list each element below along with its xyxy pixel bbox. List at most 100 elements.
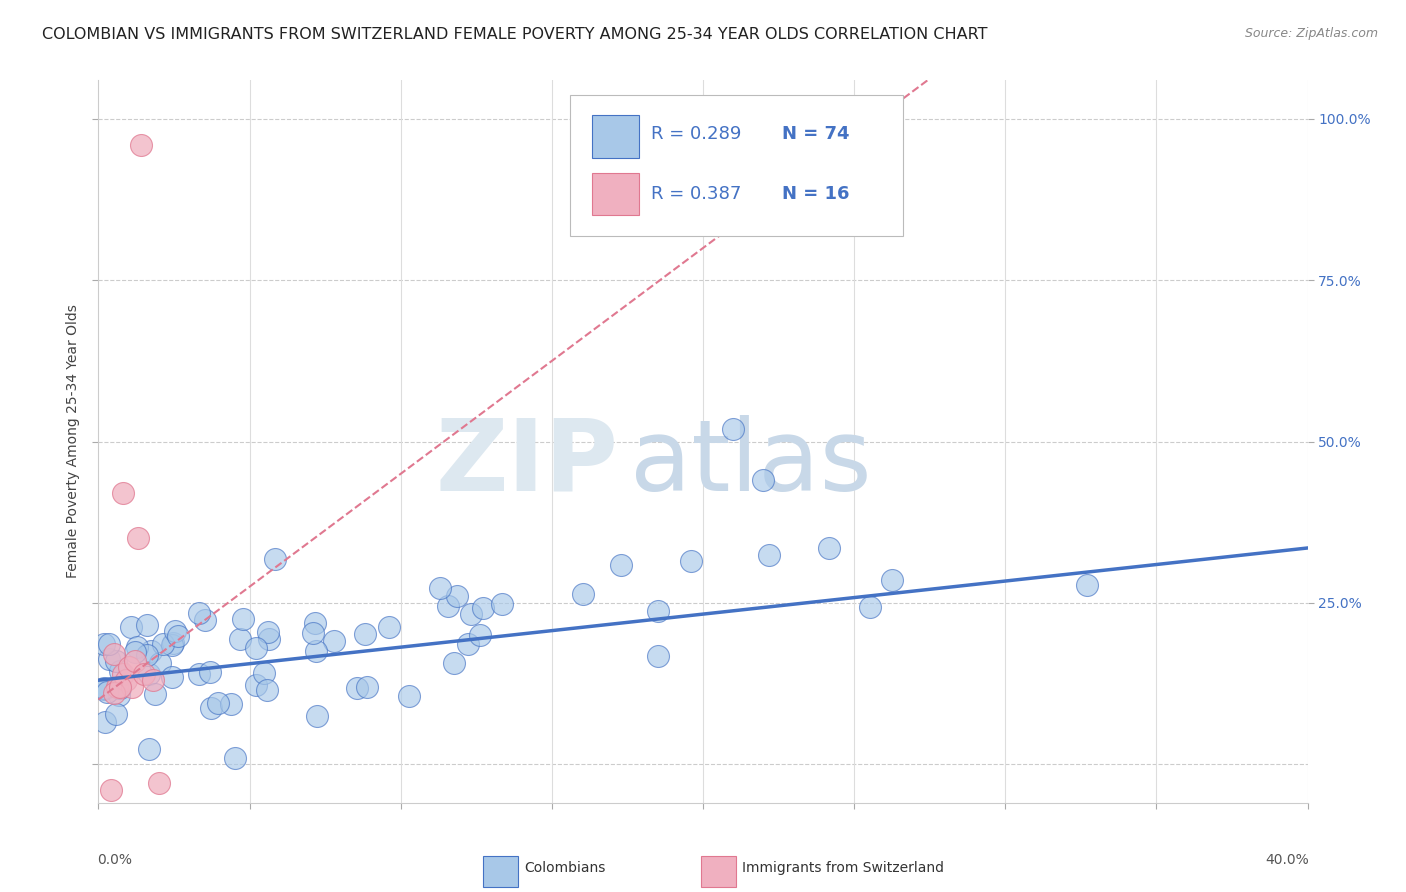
Point — [378, 619, 401, 633]
FancyBboxPatch shape — [700, 855, 735, 888]
Point — [187, 606, 209, 620]
Point — [103, 686, 125, 700]
Point — [127, 531, 149, 545]
Point — [135, 618, 157, 632]
Point — [162, 636, 184, 650]
Point — [758, 548, 780, 562]
Point — [124, 645, 146, 659]
Point — [93, 681, 115, 696]
Point — [354, 626, 377, 640]
Point — [108, 680, 131, 694]
Point — [97, 652, 120, 666]
Point — [245, 678, 267, 692]
Point — [96, 685, 118, 699]
Point — [124, 654, 146, 668]
Point — [468, 628, 491, 642]
Point — [152, 637, 174, 651]
Point — [259, 632, 281, 646]
Text: ZIP: ZIP — [436, 415, 619, 512]
Point — [141, 644, 163, 658]
Text: 0.0%: 0.0% — [97, 854, 132, 867]
Point — [446, 589, 468, 603]
Point — [114, 673, 136, 688]
Point — [752, 473, 775, 487]
Point — [108, 681, 131, 695]
Point — [398, 689, 420, 703]
Point — [647, 648, 669, 663]
Text: Immigrants from Switzerland: Immigrants from Switzerland — [742, 861, 943, 875]
Point — [457, 636, 479, 650]
Point — [307, 708, 329, 723]
Point — [443, 656, 465, 670]
Point — [429, 581, 451, 595]
Point — [104, 706, 127, 721]
FancyBboxPatch shape — [569, 95, 903, 235]
Point — [160, 638, 183, 652]
Text: N = 74: N = 74 — [782, 126, 849, 144]
Point — [127, 640, 149, 655]
Point — [232, 612, 254, 626]
Point — [207, 697, 229, 711]
Point — [149, 656, 172, 670]
Point — [108, 688, 131, 702]
Point — [120, 620, 142, 634]
Text: COLOMBIAN VS IMMIGRANTS FROM SWITZERLAND FEMALE POVERTY AMONG 25-34 YEAR OLDS CO: COLOMBIAN VS IMMIGRANTS FROM SWITZERLAND… — [42, 27, 987, 42]
Point — [263, 552, 285, 566]
Point — [165, 624, 187, 638]
Point — [142, 673, 165, 688]
Text: R = 0.289: R = 0.289 — [651, 126, 741, 144]
Point — [98, 637, 121, 651]
Point — [679, 554, 702, 568]
Point — [138, 741, 160, 756]
Text: atlas: atlas — [630, 415, 872, 512]
Text: Source: ZipAtlas.com: Source: ZipAtlas.com — [1244, 27, 1378, 40]
Point — [111, 486, 134, 500]
Point — [200, 701, 222, 715]
Point — [93, 681, 115, 695]
Point — [253, 665, 276, 680]
Point — [224, 751, 246, 765]
Point — [138, 666, 160, 681]
Point — [104, 654, 127, 668]
Point — [346, 681, 368, 696]
Point — [572, 587, 595, 601]
Point — [121, 680, 143, 694]
Point — [100, 783, 122, 797]
Point — [143, 687, 166, 701]
Point — [436, 599, 458, 614]
Text: N = 16: N = 16 — [782, 185, 849, 202]
Point — [245, 640, 267, 655]
Point — [471, 601, 494, 615]
Point — [880, 573, 903, 587]
Point — [460, 607, 482, 622]
Point — [93, 636, 115, 650]
Point — [148, 776, 170, 790]
Point — [723, 422, 745, 436]
Point — [160, 670, 183, 684]
Text: 40.0%: 40.0% — [1265, 854, 1309, 867]
Point — [229, 632, 252, 646]
Point — [194, 613, 217, 627]
Point — [111, 666, 134, 681]
Point — [256, 682, 278, 697]
Y-axis label: Female Poverty Among 25-34 Year Olds: Female Poverty Among 25-34 Year Olds — [66, 304, 80, 579]
Point — [118, 660, 141, 674]
Text: R = 0.387: R = 0.387 — [651, 185, 741, 202]
Point — [301, 625, 323, 640]
Point — [859, 599, 882, 614]
Point — [187, 667, 209, 681]
Point — [356, 680, 378, 694]
Point — [304, 616, 326, 631]
Point — [94, 714, 117, 729]
Point — [108, 665, 131, 679]
Point — [323, 634, 346, 648]
Point — [105, 680, 128, 694]
Point — [257, 624, 280, 639]
Text: Colombians: Colombians — [524, 861, 606, 875]
Point — [647, 604, 669, 618]
Point — [1076, 578, 1098, 592]
FancyBboxPatch shape — [592, 173, 638, 215]
Point — [166, 629, 188, 643]
Point — [198, 665, 221, 679]
FancyBboxPatch shape — [592, 115, 638, 158]
